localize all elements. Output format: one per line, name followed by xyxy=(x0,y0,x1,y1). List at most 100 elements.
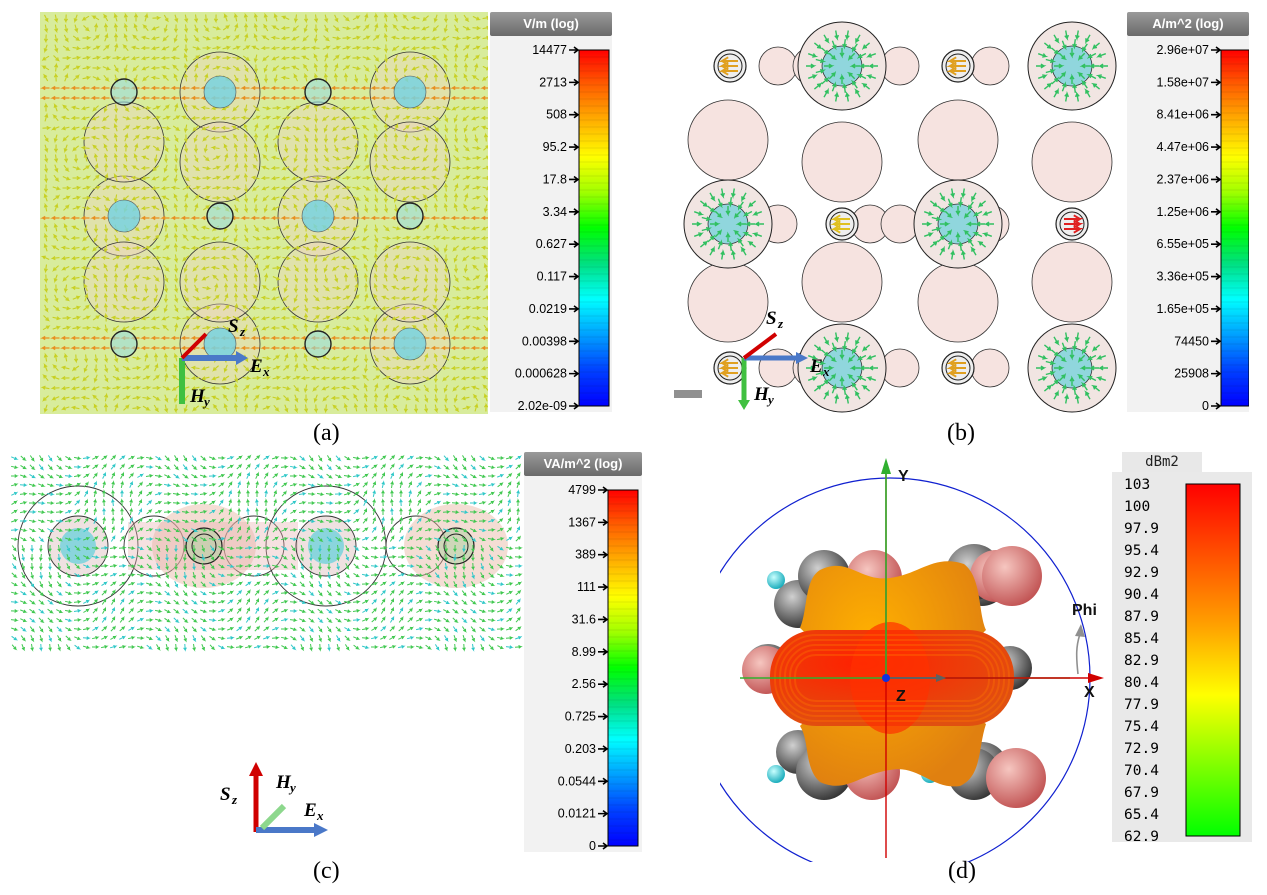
colorbar-a: V/m (log) 14477 2713 508 95.2 17.8 3.34 0.627 0… xyxy=(490,12,612,412)
colorbar-tick-label: 77.9 xyxy=(1124,697,1159,713)
colorbar-tick-label: 111 xyxy=(577,580,596,594)
colorbar-tick-label: 3.34 xyxy=(543,205,567,219)
colorbar-tick-label: 0.00398 xyxy=(522,334,567,348)
colorbar-tick-label: 67.9 xyxy=(1124,785,1159,801)
colorbar-tick-arrow xyxy=(598,615,609,624)
colorbar-tick-label: 82.9 xyxy=(1124,653,1159,669)
colorbar-tick-label: 70.4 xyxy=(1124,763,1159,779)
loop-arrows xyxy=(830,214,850,234)
colorbar-tick-label: 2.56 xyxy=(572,677,596,691)
colorbar-tick-arrow xyxy=(1211,46,1222,54)
h-vector-label: H xyxy=(275,772,292,793)
axis-y-label: Y xyxy=(898,468,909,485)
sphere-outline xyxy=(277,241,359,323)
colorbar-scale: 4799 1367 389 111 31.6 8.99 2.56 0.725 0.203 0.05… xyxy=(524,476,642,852)
s-vector-head xyxy=(249,762,263,776)
s-vector-label: S xyxy=(766,308,777,329)
colorbar-tick-arrow xyxy=(569,175,580,184)
colorbar-tick-label: 1.58e+07 xyxy=(1157,75,1210,89)
radial-arrows xyxy=(1036,332,1108,404)
inner-ring xyxy=(829,211,855,237)
colorbar-tick-label: 31.6 xyxy=(572,612,596,626)
cyan-sphere xyxy=(767,765,785,783)
radial-arrows xyxy=(692,188,764,260)
caption: (d) xyxy=(948,858,976,884)
colorbar-tick-label: 17.8 xyxy=(543,172,567,186)
colorbar-tick-label: 1.65e+05 xyxy=(1157,302,1210,316)
theta-marker-head xyxy=(936,674,946,682)
colorbar-tick-label: 85.4 xyxy=(1124,631,1159,647)
colorbar-gradient xyxy=(578,49,610,407)
colorbar-tick-arrow xyxy=(569,240,580,248)
radial-arrows xyxy=(806,332,878,404)
arrows-cyan xyxy=(10,454,523,652)
colorbar-tick-arrow xyxy=(598,842,609,850)
cyan-core xyxy=(393,327,427,361)
e-vector-label: E xyxy=(303,800,317,821)
colorbar-tick-label: 80.4 xyxy=(1124,675,1159,691)
small-sphere xyxy=(970,46,1010,86)
loop-arrows xyxy=(946,56,966,76)
sphere-outline xyxy=(369,241,451,323)
colorbar-tick-arrow xyxy=(598,777,609,785)
colorbar-title: A/m^2 (log) xyxy=(1127,12,1249,36)
phi-arrow xyxy=(1075,633,1081,675)
e-vector-label: E xyxy=(809,356,823,377)
loop-arrows xyxy=(718,358,738,378)
colorbar-tick-label: 0.0544 xyxy=(558,774,596,788)
small-sphere xyxy=(110,78,138,106)
colorbar-tick-label: 95.4 xyxy=(1124,543,1159,559)
colorbar-tick-label: 1.25e+06 xyxy=(1157,205,1210,219)
colorbar-tick-label: 95.2 xyxy=(543,140,567,154)
arrow-field xyxy=(40,12,488,414)
small-sphere xyxy=(206,202,234,230)
colorbar-c: VA/m^2 (log) 4799 1367 389 111 31.6 8.99 2.56 0… xyxy=(524,452,642,852)
colorbar-title: VA/m^2 (log) xyxy=(524,452,642,476)
colorbar-tick-label: 3.36e+05 xyxy=(1157,270,1210,284)
cyan-core xyxy=(60,528,96,564)
colorbar-tick-label: 65.4 xyxy=(1124,807,1159,823)
colorbar-tick-label: 75.4 xyxy=(1124,719,1159,735)
colorbar-scale: 14477 2713 508 95.2 17.8 3.34 0.627 0.117 0.0219… xyxy=(490,36,612,412)
small-sphere xyxy=(304,330,332,358)
colorbar-tick-arrow xyxy=(569,143,580,151)
colorbar-tick-arrow xyxy=(1211,175,1222,184)
colorbar-tick-label: 0.117 xyxy=(537,270,567,284)
inner-ring xyxy=(945,355,971,381)
colorbar-tick-arrow xyxy=(598,486,609,494)
y-axis-head xyxy=(881,458,891,474)
colorbar-tick-label: 72.9 xyxy=(1124,741,1159,757)
small-sphere xyxy=(437,527,475,565)
colorbar-tick-label: 2.96e+07 xyxy=(1157,43,1210,57)
colorbar-tick-label: 1367 xyxy=(568,515,596,529)
arrows-orange xyxy=(40,85,488,351)
h-vector-sub: y xyxy=(202,394,210,409)
colorbar-scale: 2.96e+07 1.58e+07 8.41e+06 4.47e+06 2.37e+06… xyxy=(1127,36,1249,412)
colorbar-tick-arrow xyxy=(569,208,580,216)
large-sphere xyxy=(1031,241,1113,323)
colorbar-tick-label: 87.9 xyxy=(1124,609,1159,625)
colorbar-tick-label: 62.9 xyxy=(1124,829,1159,842)
sphere-outline xyxy=(83,101,165,183)
e-vector-head xyxy=(236,351,248,365)
colorbar-tick-label: 0.627 xyxy=(536,237,567,251)
colorbar-title: V/m (log) xyxy=(490,12,612,36)
colorbar-tick-arrow xyxy=(1211,78,1222,87)
phi-arrow-head xyxy=(1075,624,1085,637)
large-sphere-outline xyxy=(17,485,139,607)
colorbar-tick-arrow xyxy=(569,111,580,119)
h-vector-label: H xyxy=(753,384,770,405)
colorbar-tick-label: 100 xyxy=(1124,499,1150,515)
colorbar-tick-label: 508 xyxy=(546,108,567,122)
large-sphere xyxy=(917,261,999,343)
s-vector-sub: z xyxy=(239,324,246,339)
colorbar-tick-arrow xyxy=(569,305,580,313)
colorbar-tick-arrow xyxy=(598,551,609,559)
colorbar-tick-label: 6.55e+05 xyxy=(1157,237,1210,251)
colorbar-tick-arrow xyxy=(569,46,580,54)
colorbar-gradient xyxy=(1220,49,1249,407)
